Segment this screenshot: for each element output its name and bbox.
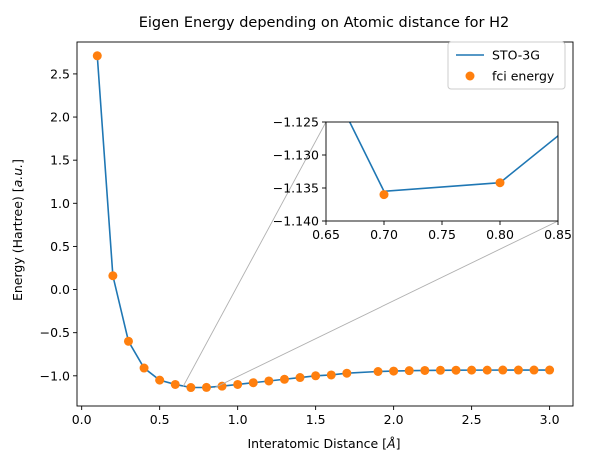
zoom-connector-line: [214, 220, 559, 389]
fci-point: [155, 375, 165, 385]
y-tick-label: 2.5: [50, 66, 70, 81]
inset-x-tick-label: 0.80: [486, 227, 514, 242]
zoom-connector-line: [182, 121, 327, 387]
legend: STO-3G fci energy: [447, 41, 566, 90]
x-tick-label: 1.0: [228, 412, 248, 427]
fci-point: [467, 365, 477, 375]
inset-y-tick-label: −1.135: [273, 181, 319, 196]
fci-point: [201, 382, 211, 392]
inset-y-tick-label: −1.125: [273, 115, 319, 130]
fci-point: [389, 366, 399, 376]
x-tick-label: 2.0: [384, 412, 404, 427]
fci-point: [264, 376, 274, 386]
inset-background: [326, 122, 558, 221]
fci-point: [295, 373, 305, 383]
inset-y-tick-label: −1.140: [273, 214, 319, 229]
y-tick-label: 0.0: [50, 282, 70, 297]
y-tick-label: 0.5: [50, 239, 70, 254]
fci-point: [123, 336, 133, 346]
legend-box: [447, 41, 566, 90]
inset-x-tick-label: 0.85: [544, 227, 572, 242]
fci-point: [217, 381, 227, 391]
legend-marker-swatch: [465, 71, 475, 81]
legend-label-sto3g: STO-3G: [492, 48, 540, 63]
x-axis-label-unit: Å: [386, 436, 396, 451]
fci-point: [326, 370, 336, 380]
y-axis-label: Energy (Hartree) [a.u.]: [10, 159, 25, 301]
x-axis-label-start: Interatomic Distance [: [247, 436, 387, 451]
inset-axes: 0.65 0.70 0.75 0.80 0.85 −1.140 −1.135 −1.130 −1…: [182, 115, 572, 389]
x-tick-label: 2.5: [462, 412, 482, 427]
chart-title: Eigen Energy depending on Atomic distanc…: [139, 15, 510, 31]
inset-x-tick-label: 0.65: [312, 227, 340, 242]
x-tick-label: 0.0: [72, 412, 92, 427]
fci-point: [108, 271, 118, 281]
fci-point: [498, 365, 508, 375]
fci-point: [513, 365, 523, 375]
fci-point: [404, 366, 414, 376]
y-axis-label-end: ]: [10, 159, 25, 164]
y-tick-label: 1.0: [50, 196, 70, 211]
x-axis-label-end: ]: [396, 436, 401, 451]
fci-point: [139, 363, 149, 373]
y-tick-label: 1.5: [50, 153, 70, 168]
fci-point: [186, 383, 196, 393]
fci-point: [373, 367, 383, 376]
fci-point: [545, 365, 555, 375]
fci-point: [529, 365, 539, 375]
inset-plot-area: [348, 122, 558, 200]
inset-x-tick-label: 0.75: [428, 227, 456, 242]
x-tick-label: 0.5: [150, 412, 170, 427]
y-tick-label: −0.5: [40, 325, 70, 340]
inset-fci-point: [379, 190, 389, 200]
plot-frame: [76, 41, 574, 407]
inset-fci-point: [495, 178, 505, 188]
fci-point: [248, 378, 258, 388]
fci-point: [170, 379, 180, 389]
y-tick-label: −1.0: [40, 368, 70, 383]
main-axes: 0.0 0.5 1.0 1.5 2.0 2.5 3.0 −1.0 −0.5 0.0 0.5 1.0 1.…: [40, 41, 574, 427]
x-tick-label: 1.5: [306, 412, 326, 427]
fci-point: [233, 379, 243, 389]
fci-point: [279, 374, 289, 384]
x-axis-label: Interatomic Distance [Å]: [247, 436, 400, 451]
fci-point: [435, 365, 445, 375]
y-axis-label-unit: a.u.: [10, 164, 25, 188]
x-tick-label: 3.0: [540, 412, 560, 427]
inset-series-line: [348, 122, 558, 193]
fci-point: [342, 368, 352, 378]
y-axis-label-start: Energy (Hartree) [: [10, 187, 25, 301]
legend-label-fci: fci energy: [492, 69, 555, 84]
fci-point: [92, 51, 102, 61]
y-tick-label: 2.0: [50, 110, 70, 125]
fci-point: [451, 365, 461, 375]
fci-point: [311, 371, 321, 381]
fci-point: [420, 365, 430, 375]
inset-y-tick-label: −1.130: [273, 148, 319, 163]
fci-point: [482, 365, 492, 375]
inset-x-tick-label: 0.70: [370, 227, 398, 242]
